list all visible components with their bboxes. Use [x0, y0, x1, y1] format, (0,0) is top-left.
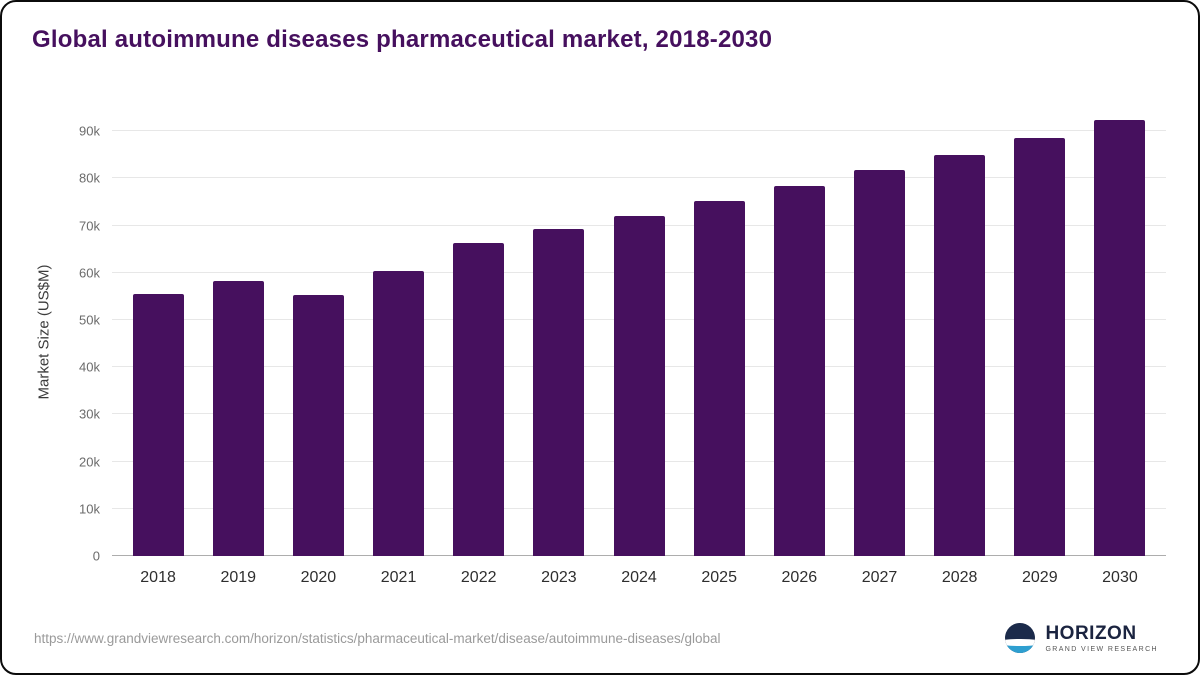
source-url: https://www.grandviewresearch.com/horizo… — [34, 631, 721, 646]
y-tick-label: 70k — [79, 218, 100, 234]
bar — [453, 243, 505, 556]
y-tick-label: 90k — [79, 123, 100, 139]
bar-slot — [920, 102, 1000, 556]
gridline — [112, 130, 1166, 132]
gridline — [112, 177, 1166, 179]
x-tick-label: 2029 — [1022, 569, 1058, 586]
y-tick-label: 0 — [92, 548, 100, 564]
bar — [693, 201, 745, 556]
bar — [373, 270, 425, 556]
x-tick-label: 2024 — [621, 569, 657, 586]
x-tick-label: 2027 — [861, 569, 898, 586]
bar — [212, 281, 264, 556]
bar-slot — [759, 102, 839, 556]
x-tick-label: 2025 — [701, 569, 737, 586]
x-tick-label: 2026 — [781, 569, 818, 586]
y-tick-label: 80k — [79, 170, 100, 186]
bar — [1094, 120, 1146, 556]
y-tick-label: 50k — [79, 312, 100, 328]
logo-sea-shape — [1005, 644, 1036, 653]
brand-text: HORIZON GRAND VIEW RESEARCH — [1045, 624, 1158, 653]
bar-slot — [519, 102, 599, 556]
bars-group — [112, 102, 1166, 556]
bar — [292, 294, 344, 556]
bar — [132, 293, 184, 556]
y-tick-label: 10k — [79, 501, 100, 517]
brand-subtitle: GRAND VIEW RESEARCH — [1045, 645, 1158, 653]
bar-slot — [278, 102, 358, 556]
y-tick-label: 60k — [79, 265, 100, 281]
bar-slot — [439, 102, 519, 556]
brand-name: HORIZON — [1045, 622, 1137, 644]
brand-logo: HORIZON GRAND VIEW RESEARCH — [1005, 623, 1158, 653]
x-tick-label: 2020 — [300, 569, 337, 586]
y-tick-label: 20k — [79, 454, 100, 470]
logo-horizon-shape — [1005, 638, 1036, 646]
bar-slot — [679, 102, 759, 556]
y-axis-title: Market Size (US$M) — [35, 264, 53, 400]
bar — [613, 215, 665, 556]
x-tick-label: 2021 — [380, 569, 417, 586]
x-tick-label: 2022 — [460, 569, 497, 586]
x-axis-labels: 2018 2019 2020 2021 2022 2023 2024 2025 2026 2027… — [112, 569, 1166, 587]
bar-slot — [198, 102, 278, 556]
y-tick-label: 40k — [79, 359, 100, 375]
bar — [934, 154, 986, 556]
plot-area: 0 10k 20k 30k 40k 50k 60k 70k 80k 90k — [79, 102, 1166, 564]
bar — [533, 229, 585, 556]
horizon-logo-icon — [1005, 623, 1036, 653]
bar-slot — [1000, 102, 1080, 556]
bar-slot — [1080, 102, 1160, 556]
x-tick-label: 2028 — [941, 569, 978, 586]
bar-slot — [118, 102, 198, 556]
x-tick-label: 2023 — [541, 569, 577, 586]
bar-slot — [599, 102, 679, 556]
bar — [1014, 138, 1066, 556]
x-tick-label: 2018 — [140, 569, 176, 586]
chart-title: Global autoimmune diseases pharmaceutica… — [32, 26, 773, 53]
bar — [853, 170, 905, 556]
y-tick-label: 30k — [79, 406, 100, 422]
bar — [773, 185, 825, 556]
bar-slot — [358, 102, 438, 556]
x-tick-label: 2019 — [220, 569, 257, 586]
bar-slot — [839, 102, 919, 556]
x-tick-label: 2030 — [1102, 569, 1138, 586]
